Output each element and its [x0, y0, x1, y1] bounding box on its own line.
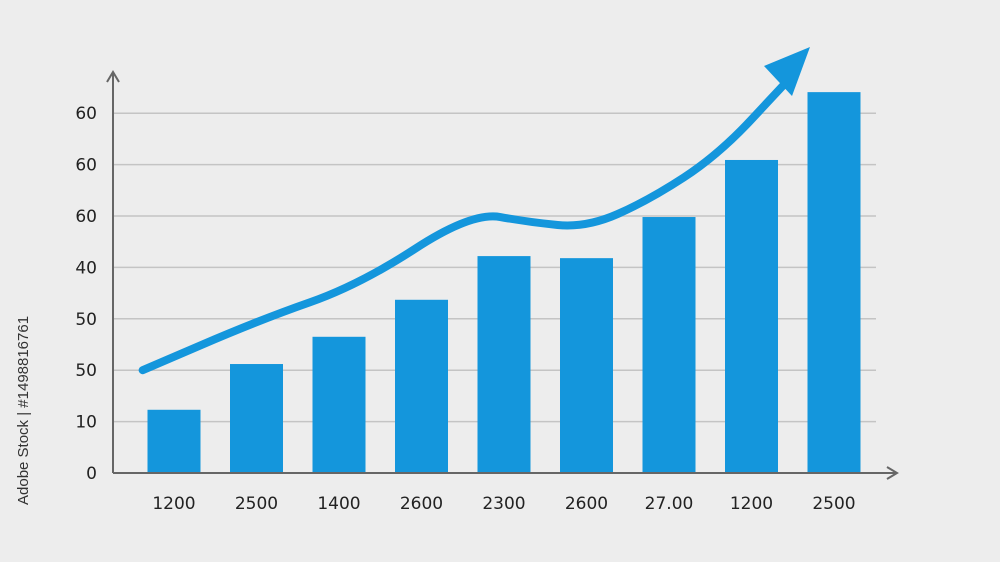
bar: [395, 299, 448, 473]
x-tick-label: 2600: [565, 494, 608, 514]
watermark-text: Adobe Stock | #1498816761: [15, 316, 32, 505]
axes: [106, 70, 899, 480]
bar: [642, 217, 696, 473]
y-axis-arrow-icon: [106, 70, 120, 83]
y-tick-label: 40: [75, 258, 97, 278]
trend-arrow: [138, 47, 810, 375]
bar: [807, 92, 861, 473]
x-tick-label: 2500: [235, 494, 278, 514]
x-tick-label: 27.00: [645, 494, 694, 514]
bar: [147, 409, 201, 473]
x-tick-label: 2600: [400, 494, 443, 514]
bar: [560, 258, 613, 473]
y-tick-label: 10: [75, 413, 97, 433]
y-tick-label: 50: [75, 361, 97, 381]
x-tick-label: 1200: [152, 494, 195, 514]
bars: [147, 92, 861, 473]
bar: [725, 159, 778, 473]
y-tick-label: 60: [75, 156, 97, 176]
x-tick-label: 2300: [482, 494, 525, 514]
bar: [477, 256, 531, 473]
y-tick-labels: 0 10 50 50 40 60 60 60: [75, 104, 97, 484]
x-tick-labels: 1200 2500 1400 2600 2300 2600 27.00 1200 2500: [152, 494, 855, 514]
y-tick-label: 0: [86, 464, 97, 484]
y-tick-label: 50: [75, 310, 97, 330]
x-tick-label: 2500: [812, 494, 855, 514]
x-tick-label: 1400: [317, 494, 360, 514]
x-axis-arrow-icon: [886, 466, 899, 480]
x-tick-label: 1200: [730, 494, 773, 514]
bar: [230, 364, 283, 473]
y-tick-label: 60: [75, 104, 97, 124]
bar: [312, 336, 366, 473]
trend-line: [138, 80, 788, 375]
y-tick-label: 60: [75, 207, 97, 227]
arrowhead-icon: [764, 47, 810, 96]
